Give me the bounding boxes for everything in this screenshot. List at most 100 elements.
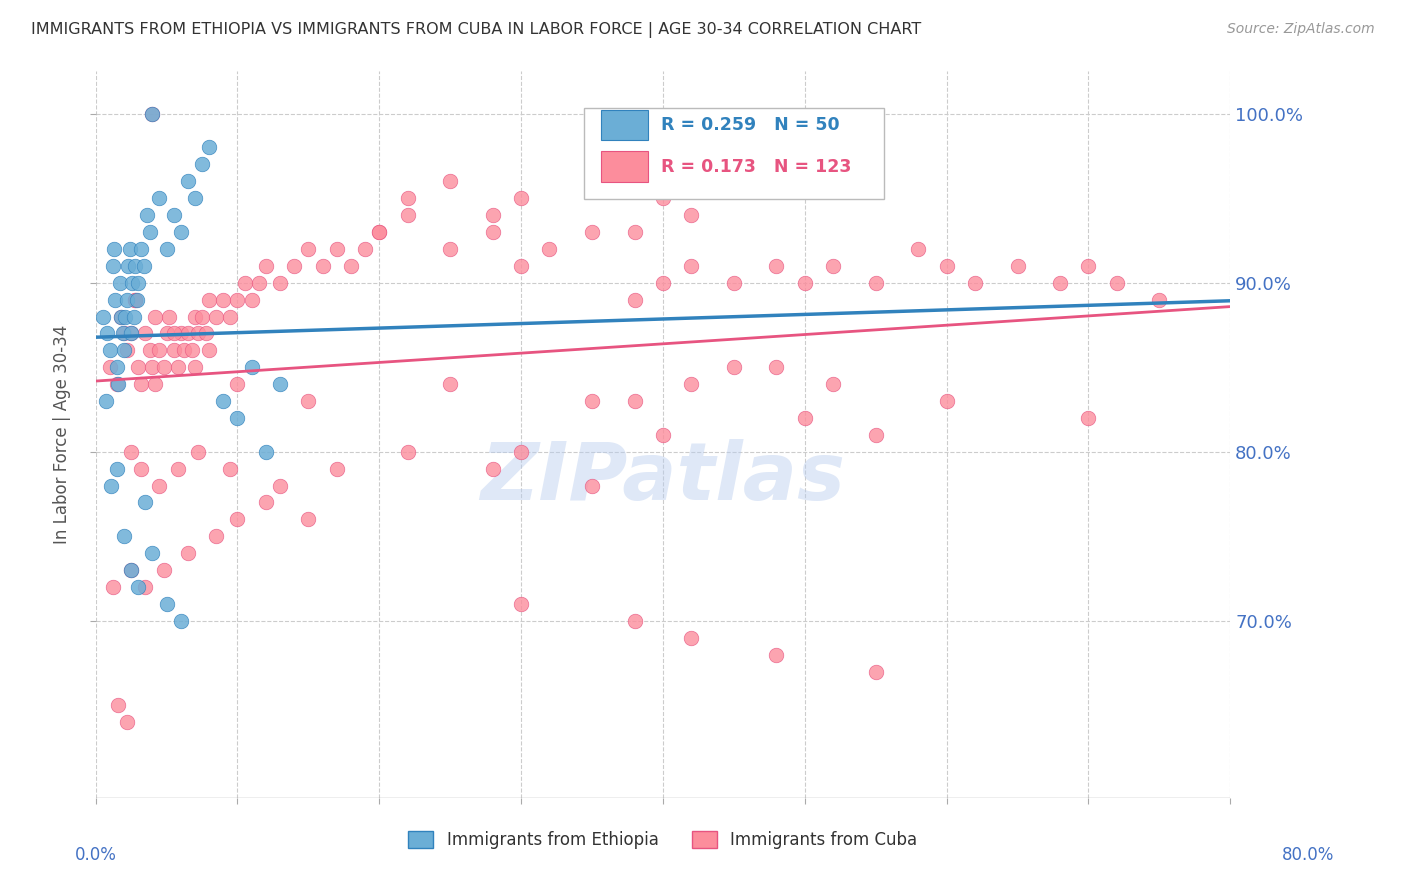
Point (219, 461, 242, 475)
Point (101, 580, 124, 594)
Point (623, 394, 645, 409)
Point (191, 310, 214, 324)
Point (198, 140, 221, 154)
Point (120, 326, 142, 341)
Point (1077, 411, 1099, 425)
Point (129, 377, 152, 392)
Point (623, 225, 645, 239)
Point (765, 360, 787, 375)
Point (340, 259, 363, 273)
Point (481, 208, 503, 222)
Point (240, 360, 263, 375)
Point (510, 597, 533, 611)
Point (205, 310, 228, 324)
Point (177, 546, 200, 560)
Point (269, 276, 291, 290)
Point (141, 106, 163, 120)
Point (652, 427, 675, 442)
Point (134, 495, 156, 509)
Point (198, 293, 221, 307)
Point (963, 276, 986, 290)
Point (162, 343, 184, 358)
Text: Source: ZipAtlas.com: Source: ZipAtlas.com (1227, 22, 1375, 37)
Point (162, 326, 184, 341)
Point (148, 343, 170, 358)
Point (167, 461, 190, 475)
Point (120, 326, 142, 341)
Point (104, 293, 127, 307)
Point (170, 326, 193, 341)
Point (368, 225, 391, 239)
Point (129, 461, 152, 475)
Point (122, 310, 145, 324)
Text: R = 0.173   N = 123: R = 0.173 N = 123 (661, 158, 851, 176)
Point (439, 242, 461, 256)
Point (103, 242, 125, 256)
Point (1077, 259, 1099, 273)
FancyBboxPatch shape (583, 108, 884, 199)
Point (110, 310, 132, 324)
Point (823, 377, 845, 392)
Point (254, 259, 277, 273)
Point (269, 377, 291, 392)
Point (127, 580, 149, 594)
Point (765, 648, 787, 662)
Point (907, 242, 929, 256)
Point (191, 157, 214, 171)
Point (283, 259, 305, 273)
Point (681, 259, 703, 273)
Point (107, 698, 129, 713)
Point (148, 478, 170, 492)
Point (623, 614, 645, 628)
Point (538, 242, 561, 256)
Point (157, 310, 180, 324)
Point (198, 343, 221, 358)
Y-axis label: In Labor Force | Age 30-34: In Labor Force | Age 30-34 (53, 326, 72, 544)
Point (98, 343, 121, 358)
Point (115, 715, 138, 730)
Point (127, 276, 149, 290)
Point (226, 293, 249, 307)
FancyBboxPatch shape (600, 110, 648, 140)
Point (100, 478, 122, 492)
Point (101, 259, 124, 273)
Point (184, 360, 207, 375)
Point (219, 310, 242, 324)
Point (135, 208, 157, 222)
Point (105, 360, 128, 375)
Point (124, 293, 146, 307)
Point (481, 225, 503, 239)
Point (127, 360, 149, 375)
Point (481, 461, 503, 475)
Point (152, 563, 174, 577)
Point (368, 225, 391, 239)
Point (132, 259, 155, 273)
Point (233, 276, 256, 290)
Point (765, 259, 787, 273)
Point (311, 259, 333, 273)
Point (96, 326, 118, 341)
Point (94, 394, 117, 409)
Point (1149, 293, 1171, 307)
Point (396, 444, 419, 458)
Point (177, 174, 200, 188)
Point (181, 343, 204, 358)
Point (297, 242, 319, 256)
Point (170, 225, 193, 239)
Point (935, 259, 957, 273)
Point (240, 293, 263, 307)
Point (723, 276, 745, 290)
Point (623, 293, 645, 307)
Point (115, 293, 138, 307)
Point (1105, 276, 1128, 290)
Point (134, 580, 156, 594)
Point (247, 276, 270, 290)
Point (118, 242, 141, 256)
Point (681, 631, 703, 645)
Point (111, 326, 134, 341)
Point (195, 326, 218, 341)
Point (143, 377, 166, 392)
Point (396, 191, 419, 205)
Point (297, 394, 319, 409)
Point (254, 444, 277, 458)
